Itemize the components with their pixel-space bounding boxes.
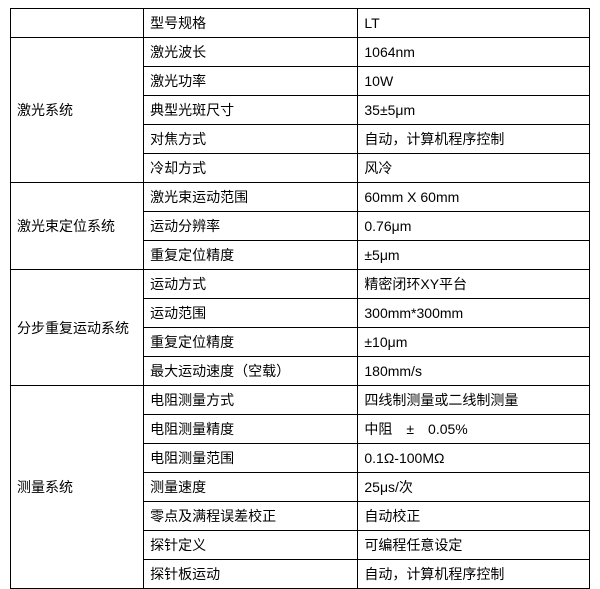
section-name: 激光系统 [11,38,144,183]
value-cell: ±10μm [358,328,590,357]
value-cell: 四线制测量或二线制测量 [358,386,590,415]
value-cell: 可编程任意设定 [358,531,590,560]
header-param: 型号规格 [144,9,358,38]
value-cell: 10W [358,67,590,96]
value-cell: 0.1Ω-100MΩ [358,444,590,473]
value-cell: 自动，计算机程序控制 [358,125,590,154]
value-cell: 180mm/s [358,357,590,386]
header-blank [11,9,144,38]
param-cell: 探针板运动 [144,560,358,589]
value-cell: 25μs/次 [358,473,590,502]
param-cell: 激光功率 [144,67,358,96]
section-name: 测量系统 [11,386,144,589]
param-cell: 测量速度 [144,473,358,502]
param-cell: 电阻测量精度 [144,415,358,444]
value-cell: 精密闭环XY平台 [358,270,590,299]
value-cell: 35±5μm [358,96,590,125]
value-cell: 60mm X 60mm [358,183,590,212]
table-row: 激光束定位系统激光束运动范围60mm X 60mm [11,183,590,212]
value-cell: 自动，计算机程序控制 [358,560,590,589]
param-cell: 最大运动速度（空载） [144,357,358,386]
param-cell: 零点及满程误差校正 [144,502,358,531]
param-cell: 电阻测量范围 [144,444,358,473]
param-cell: 运动方式 [144,270,358,299]
param-cell: 电阻测量方式 [144,386,358,415]
value-cell: 300mm*300mm [358,299,590,328]
value-cell: 中阻 ± 0.05% [358,415,590,444]
table-row: 激光系统激光波长1064nm [11,38,590,67]
param-cell: 重复定位精度 [144,241,358,270]
value-cell: ±5μm [358,241,590,270]
header-value: LT [358,9,590,38]
param-cell: 冷却方式 [144,154,358,183]
spec-table: 型号规格LT激光系统激光波长1064nm激光功率10W典型光斑尺寸35±5μm对… [10,8,590,589]
param-cell: 对焦方式 [144,125,358,154]
section-name: 分步重复运动系统 [11,270,144,386]
value-cell: 自动校正 [358,502,590,531]
table-row: 测量系统电阻测量方式四线制测量或二线制测量 [11,386,590,415]
param-cell: 典型光斑尺寸 [144,96,358,125]
param-cell: 激光波长 [144,38,358,67]
table-row: 分步重复运动系统运动方式精密闭环XY平台 [11,270,590,299]
param-cell: 探针定义 [144,531,358,560]
value-cell: 0.76μm [358,212,590,241]
section-name: 激光束定位系统 [11,183,144,270]
table-header-row: 型号规格LT [11,9,590,38]
param-cell: 运动范围 [144,299,358,328]
param-cell: 重复定位精度 [144,328,358,357]
value-cell: 风冷 [358,154,590,183]
value-cell: 1064nm [358,38,590,67]
param-cell: 运动分辨率 [144,212,358,241]
param-cell: 激光束运动范围 [144,183,358,212]
